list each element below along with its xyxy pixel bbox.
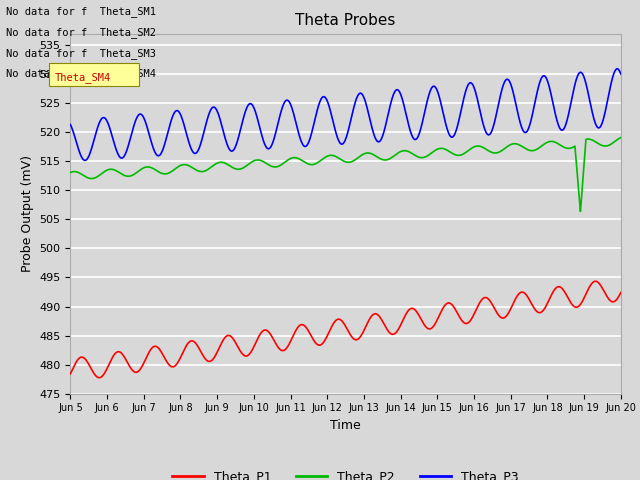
Text: No data for f  Theta_SM4: No data for f Theta_SM4 bbox=[6, 68, 156, 79]
Legend: Theta_P1, Theta_P2, Theta_P3: Theta_P1, Theta_P2, Theta_P3 bbox=[167, 465, 524, 480]
Title: Theta Probes: Theta Probes bbox=[296, 13, 396, 28]
Text: Theta_SM4: Theta_SM4 bbox=[55, 72, 111, 83]
X-axis label: Time: Time bbox=[330, 419, 361, 432]
Text: No data for f  Theta_SM1: No data for f Theta_SM1 bbox=[6, 6, 156, 17]
Text: No data for f  Theta_SM2: No data for f Theta_SM2 bbox=[6, 27, 156, 38]
Text: No data for f  Theta_SM3: No data for f Theta_SM3 bbox=[6, 48, 156, 59]
Y-axis label: Probe Output (mV): Probe Output (mV) bbox=[21, 155, 34, 272]
